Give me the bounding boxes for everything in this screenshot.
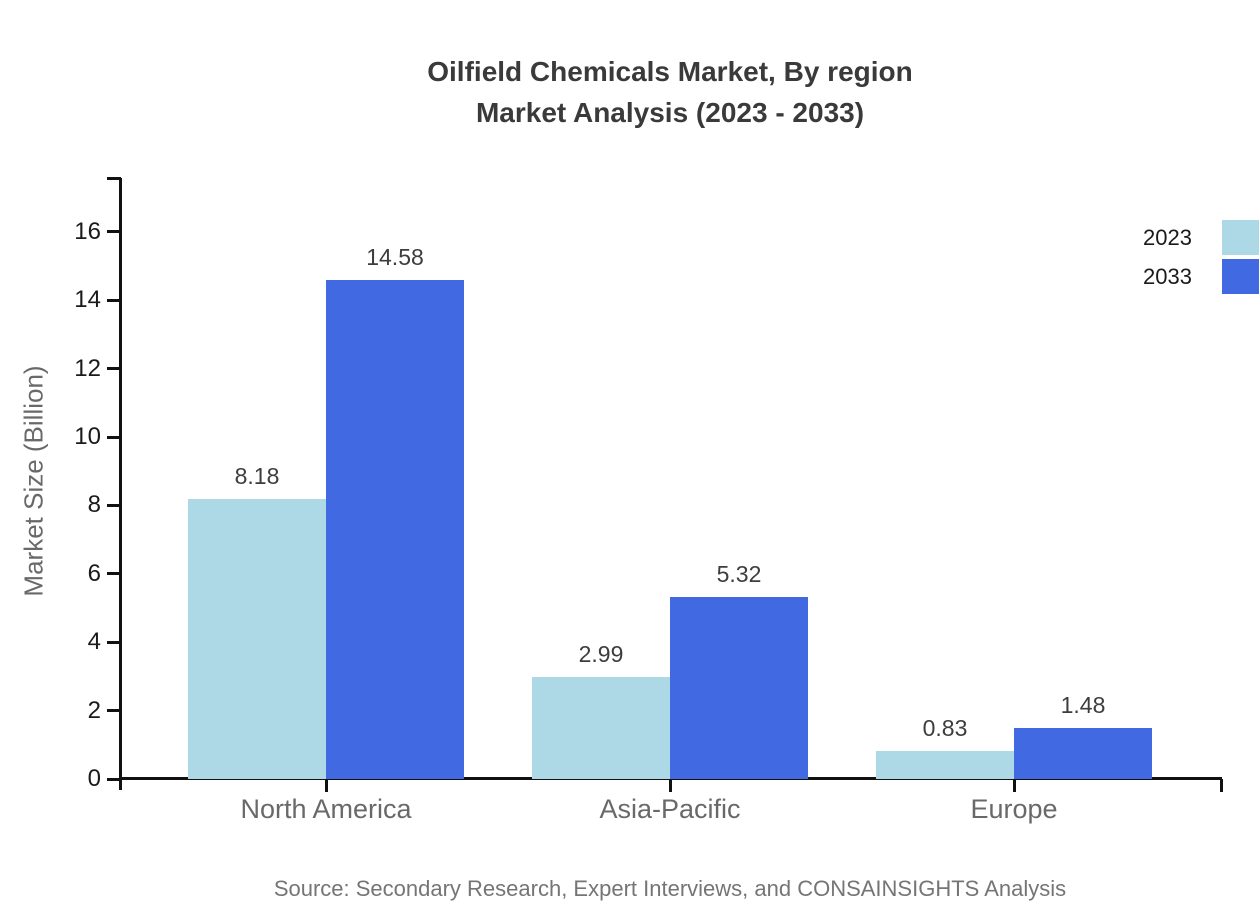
x-axis-end-tick (1219, 779, 1223, 792)
legend-label-2023: 2023 (1143, 225, 1192, 250)
category-label-europe: Europe (970, 794, 1058, 824)
y-tick-2 (107, 709, 121, 713)
y-tick-label-10: 10 (74, 423, 101, 450)
chart-title: Oilfield Chemicals Market, By region Mar… (80, 51, 1260, 133)
y-tick-label-16: 16 (74, 217, 101, 245)
bar-value-label-2023-europe: 0.83 (922, 714, 968, 741)
x-tick-europe (1012, 779, 1016, 792)
bar-value-label-2023-north-america: 8.18 (234, 463, 280, 490)
y-tick-16 (107, 230, 121, 234)
legend-label-2033: 2033 (1143, 263, 1192, 289)
bar-2033-europe (1014, 728, 1152, 779)
y-tick-label-2: 2 (87, 696, 101, 724)
x-tick-north-america (324, 779, 328, 792)
y-tick-label-6: 6 (87, 559, 101, 587)
category-label-asia-pacific: Asia-Pacific (599, 794, 741, 824)
bar-value-label-2033-europe: 1.48 (1060, 692, 1106, 719)
x-tick-asia-pacific (668, 779, 672, 792)
bar-2023-europe (876, 750, 1014, 779)
y-axis-end-tick (107, 176, 121, 180)
bar-2033-asia-pacific (670, 597, 808, 779)
bar-2023-north-america (188, 499, 326, 779)
bar-value-label-2033-north-america: 14.58 (366, 244, 424, 271)
y-tick-label-12: 12 (74, 354, 101, 382)
bar-value-label-2033-asia-pacific: 5.32 (716, 561, 762, 588)
y-axis-line (119, 178, 122, 790)
y-tick-12 (107, 367, 121, 371)
y-tick-4 (107, 640, 121, 644)
y-tick-label-14: 14 (74, 286, 101, 314)
bar-value-label-2023-asia-pacific: 2.99 (578, 640, 624, 667)
bar-2033-north-america (326, 280, 464, 779)
y-tick-0 (107, 777, 121, 781)
bar-2023-asia-pacific (532, 676, 670, 779)
source-note: Source: Secondary Research, Expert Inter… (273, 876, 1067, 901)
y-tick-label-8: 8 (87, 491, 101, 519)
y-tick-6 (107, 572, 121, 576)
y-tick-10 (107, 435, 121, 439)
y-tick-label-0: 0 (87, 765, 101, 792)
y-tick-label-4: 4 (87, 628, 101, 656)
chart-title-line2: Market Analysis (2023 - 2033) (475, 97, 865, 128)
y-tick-8 (107, 503, 121, 507)
category-label-north-america: North America (240, 794, 412, 824)
legend-item-2023: 2023 (1143, 220, 1259, 255)
chart-title-line1: Oilfield Chemicals Market, By region (427, 56, 913, 87)
legend-item-2033: 2033 (1143, 258, 1259, 294)
legend-swatch-2033 (1222, 258, 1259, 294)
y-tick-14 (107, 298, 121, 302)
legend-swatch-2023 (1222, 220, 1259, 255)
